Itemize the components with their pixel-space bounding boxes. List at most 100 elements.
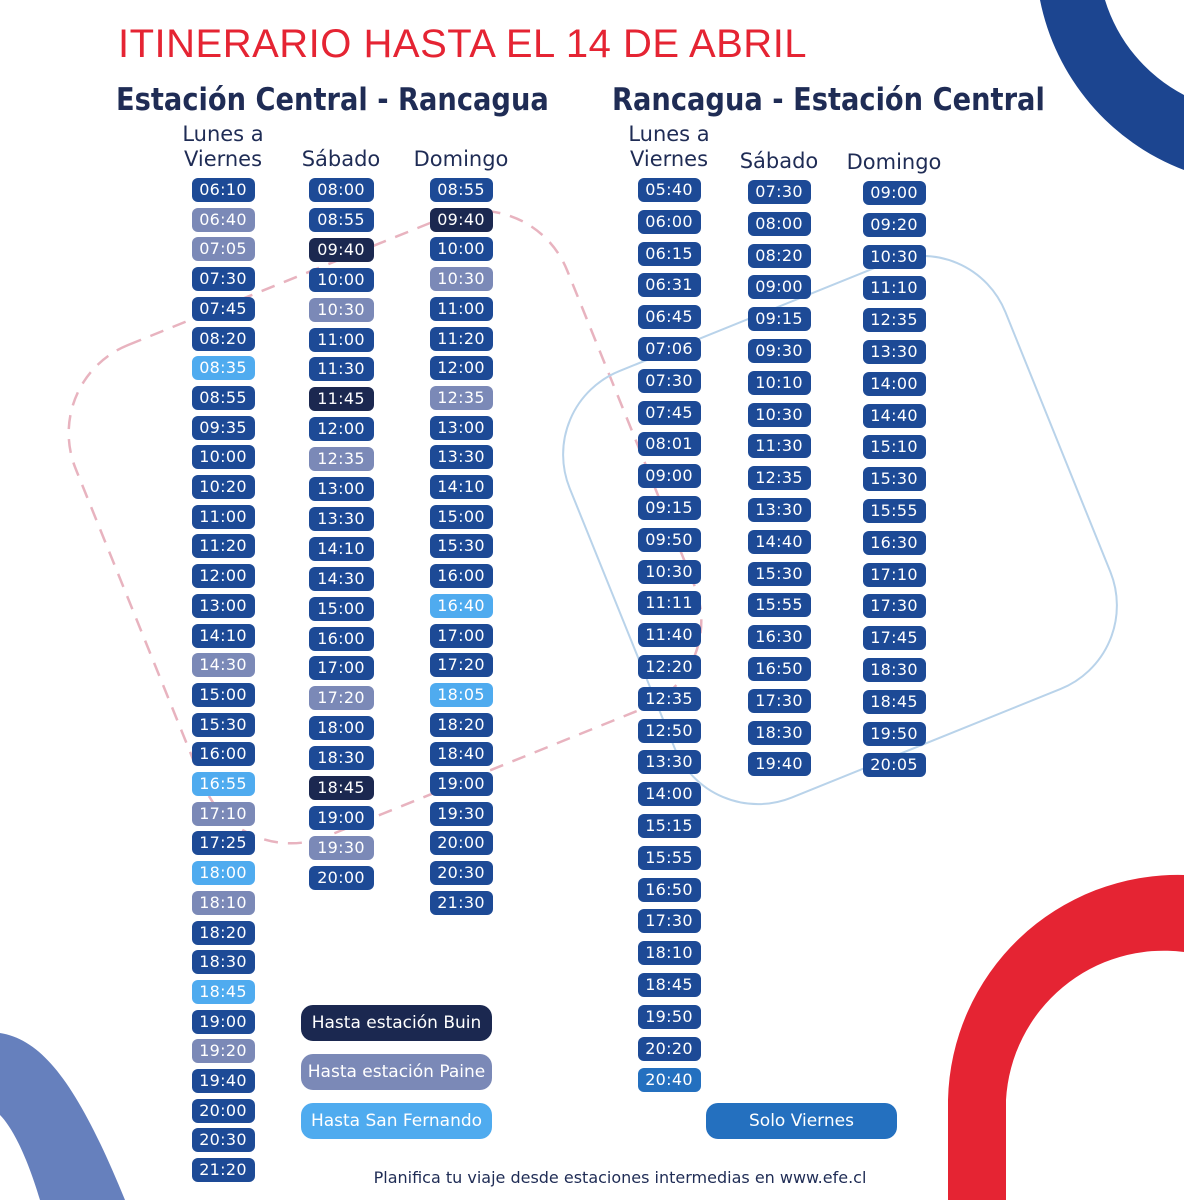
departure-time: 19:50 — [637, 1004, 701, 1029]
departure-time: 19:00 — [308, 805, 374, 830]
departure-time: 16:00 — [429, 564, 493, 589]
departure-time: 15:30 — [191, 712, 255, 737]
departure-time: 10:30 — [308, 297, 374, 322]
departure-time: 09:00 — [637, 464, 701, 489]
departure-time: 07:30 — [637, 368, 701, 393]
departure-time: 14:10 — [308, 536, 374, 561]
departure-time: 20:00 — [191, 1098, 255, 1123]
departure-time: 07:45 — [191, 296, 255, 321]
departure-time: 17:20 — [429, 653, 493, 678]
departure-time: 17:20 — [308, 686, 374, 711]
departure-time: 10:30 — [862, 244, 926, 269]
departure-time: 16:40 — [429, 593, 493, 618]
departure-time: 06:31 — [637, 273, 701, 298]
route-title-santiago-rancagua: Estación Central - Rancagua — [116, 82, 549, 118]
departure-time: 18:05 — [429, 682, 493, 707]
departure-time: 20:05 — [862, 753, 926, 778]
departure-time: 15:30 — [747, 561, 811, 586]
departure-time: 10:00 — [429, 237, 493, 262]
departure-time: 06:45 — [637, 305, 701, 330]
departure-time: 11:20 — [191, 534, 255, 559]
departure-time: 07:30 — [747, 180, 811, 204]
departure-time: 07:05 — [191, 237, 255, 262]
departure-time: 14:30 — [308, 566, 374, 591]
departure-time: 10:20 — [191, 475, 255, 499]
column-header: Domingo — [413, 147, 509, 171]
departure-time: 20:20 — [637, 1036, 701, 1061]
departure-time: 18:45 — [308, 776, 374, 800]
departure-time: 14:00 — [637, 782, 701, 807]
departure-time: 19:40 — [747, 752, 811, 777]
departure-time: 17:30 — [862, 594, 926, 619]
departure-time: 11:45 — [308, 387, 374, 412]
departure-time: 14:40 — [862, 403, 926, 428]
departure-time: 20:00 — [308, 865, 374, 890]
departure-time: 12:35 — [308, 447, 374, 472]
column-header: Sábado — [739, 149, 819, 173]
departure-time: 14:30 — [191, 653, 255, 678]
departure-time: 09:40 — [308, 237, 374, 262]
departure-time: 11:20 — [429, 326, 493, 351]
departure-time: 16:30 — [747, 625, 811, 650]
departure-time: 16:30 — [862, 530, 926, 555]
departure-time: 12:50 — [637, 718, 701, 743]
departure-time: 12:00 — [429, 356, 493, 381]
departure-time: 17:10 — [191, 801, 255, 826]
departure-time: 06:10 — [191, 178, 255, 202]
departure-time: 11:11 — [637, 591, 701, 616]
departure-time: 15:55 — [747, 593, 811, 618]
departure-time: 10:30 — [747, 402, 811, 427]
departure-time: 10:00 — [191, 445, 255, 470]
footer-note: Planifica tu viaje desde estaciones inte… — [373, 1168, 867, 1187]
departure-time: 12:35 — [862, 308, 926, 333]
departure-time: 08:20 — [747, 243, 811, 268]
departure-time: 07:45 — [637, 400, 701, 425]
departure-time: 15:55 — [862, 499, 926, 523]
legend-solo-viernes: Solo Viernes — [706, 1103, 897, 1139]
departure-time: 19:30 — [308, 835, 374, 860]
departure-time: 19:50 — [862, 721, 926, 746]
departure-time: 19:00 — [191, 1009, 255, 1034]
departure-time: 09:35 — [191, 415, 255, 440]
departure-time: 18:30 — [747, 720, 811, 745]
departure-time: 19:30 — [429, 801, 493, 826]
departure-time: 13:30 — [747, 498, 811, 522]
departure-time: 09:20 — [862, 212, 926, 237]
departure-time: 11:30 — [747, 434, 811, 459]
departure-time: 08:00 — [308, 178, 374, 202]
departure-time: 14:10 — [191, 623, 255, 648]
departure-time: 13:30 — [308, 506, 374, 531]
departure-time: 18:45 — [191, 979, 255, 1004]
departure-time: 15:30 — [862, 467, 926, 492]
column-header: Sábado — [301, 147, 381, 171]
departure-time: 16:50 — [637, 877, 701, 902]
departure-time: 20:30 — [429, 861, 493, 886]
departure-time: 21:30 — [429, 890, 493, 915]
departure-time: 09:15 — [747, 307, 811, 332]
departure-time: 15:30 — [429, 534, 493, 559]
departure-time: 18:20 — [429, 712, 493, 737]
departure-time: 16:50 — [747, 657, 811, 681]
departure-time: 14:10 — [429, 475, 493, 499]
departure-time: 17:00 — [308, 656, 374, 681]
departure-time: 06:00 — [637, 209, 701, 234]
departure-time: 09:30 — [747, 339, 811, 363]
column-header: Domingo — [846, 150, 942, 174]
departure-time: 10:30 — [637, 559, 701, 584]
departure-time: 15:55 — [637, 845, 701, 870]
departure-time: 13:30 — [637, 750, 701, 775]
departure-time: 17:10 — [862, 562, 926, 587]
legend-buin: Hasta estación Buin — [301, 1005, 492, 1041]
departure-time: 18:40 — [429, 742, 493, 767]
departure-time: 18:30 — [862, 658, 926, 682]
departure-time: 17:30 — [637, 909, 701, 934]
departure-time: 11:30 — [308, 357, 374, 382]
departure-time: 15:00 — [429, 504, 493, 529]
departure-time: 15:15 — [637, 814, 701, 838]
departure-time: 18:10 — [191, 890, 255, 915]
departure-time: 11:40 — [637, 623, 701, 648]
departure-time: 08:55 — [308, 207, 374, 232]
departure-time: 08:01 — [637, 432, 701, 457]
route-title-rancagua-santiago: Rancagua - Estación Central — [612, 82, 1045, 118]
